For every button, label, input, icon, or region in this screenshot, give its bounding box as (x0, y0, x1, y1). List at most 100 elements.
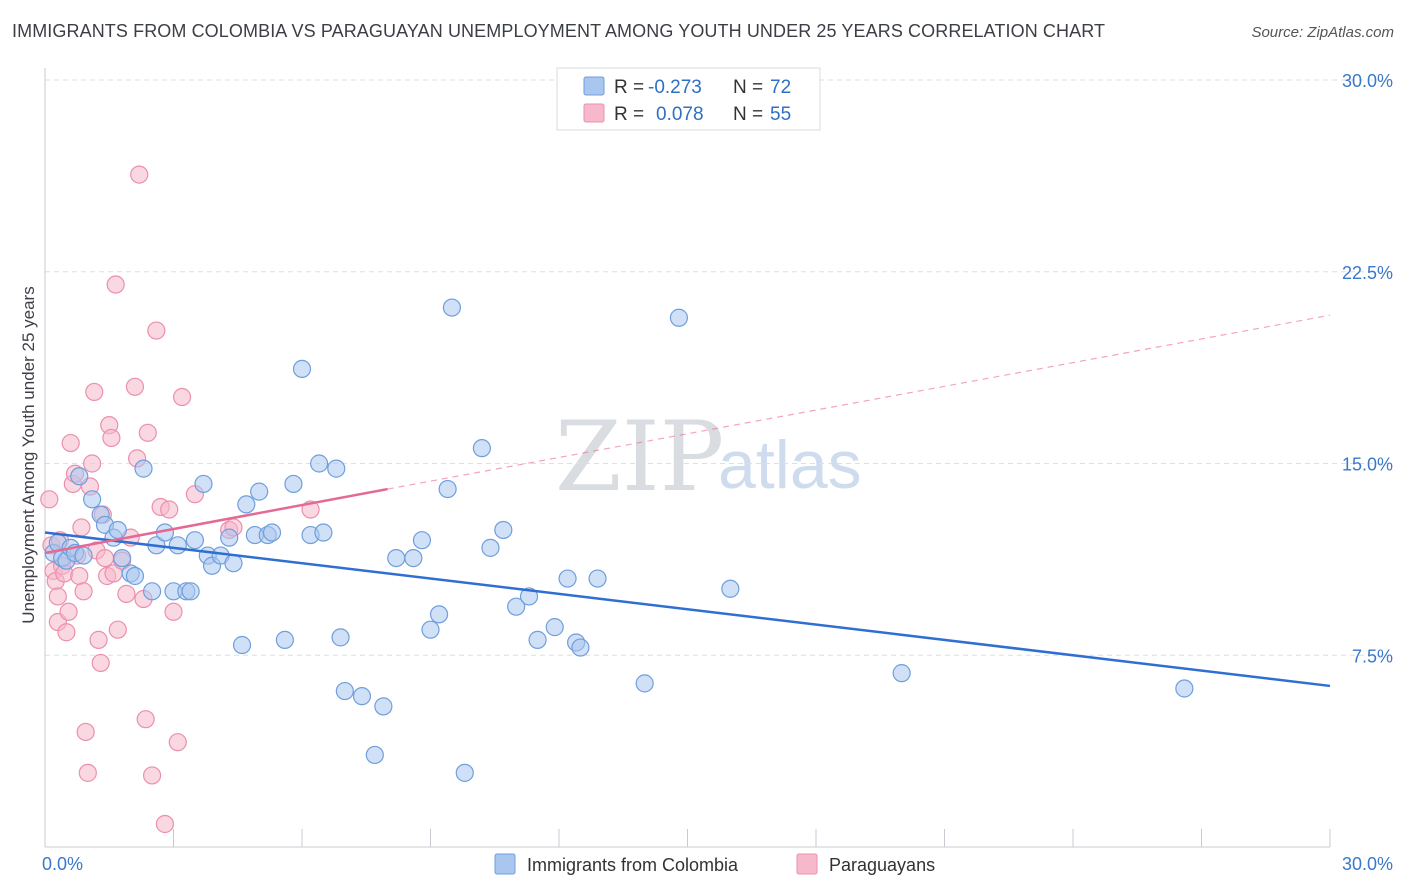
colombia-point (331, 628, 350, 647)
colombia-point (232, 635, 252, 655)
paraguayans-point (155, 814, 175, 834)
colombia-point (262, 523, 282, 542)
colombia-point (125, 566, 145, 586)
watermark-zip: ZIP (555, 401, 724, 513)
paraguayans-point (40, 490, 59, 509)
legend-n-value-1: 72 (770, 77, 791, 98)
colombia-point (335, 681, 354, 701)
colombia-point (519, 587, 539, 606)
y-tick-label: 22.5% (1342, 263, 1393, 283)
colombia-point (404, 548, 423, 568)
colombia-point (472, 439, 491, 458)
paraguayans-point (74, 582, 93, 601)
colombia-point (292, 359, 312, 379)
paraguayans-point (117, 584, 136, 603)
paraguayans-point (125, 377, 145, 396)
y-tick-label: 15.0% (1342, 455, 1393, 475)
paraguayans-point (85, 382, 104, 402)
paraguayans-point (59, 602, 78, 621)
colombia-point (134, 459, 153, 478)
paraguayans-point (78, 763, 97, 782)
paraguayans-point (108, 620, 127, 639)
colombia-point (310, 454, 329, 473)
paraguayans-point (70, 566, 89, 586)
correlation-legend: R = -0.273 N = 72 R = 0.078 N = 55 (556, 67, 821, 131)
colombia-point (168, 536, 187, 555)
colombia-point (721, 579, 740, 598)
colombia-point (494, 520, 513, 540)
paraguayans-point (147, 321, 166, 340)
chart-title: IMMIGRANTS FROM COLOMBIA VS PARAGUAYAN U… (12, 21, 1106, 41)
colombia-point (421, 620, 440, 639)
colombia-point (70, 467, 89, 486)
colombia-point (327, 459, 346, 478)
colombia-point (224, 554, 243, 573)
y-tick-labels: 7.5% 15.0% 22.5% 30.0% (1342, 71, 1393, 666)
colombia-point (352, 687, 372, 706)
paraguayans-point (130, 165, 149, 184)
colombia-point (455, 763, 474, 782)
paraguayans-point (91, 653, 110, 673)
colombia-point (365, 745, 384, 765)
grid-lines (45, 79, 1393, 656)
colombia-point (669, 308, 689, 327)
paraguayans-point (83, 454, 102, 473)
paraguayans-trend-line (44, 487, 388, 555)
paraguayans-point (172, 387, 192, 407)
colombia-point (284, 474, 303, 494)
legend-label-paraguayans: Paraguayans (829, 855, 935, 875)
paraguayans-trend-extension (387, 314, 1331, 490)
colombia-point (275, 630, 294, 650)
colombia-point (220, 528, 239, 547)
colombia-point (314, 523, 333, 542)
legend-swatch-pink (583, 103, 605, 123)
paraguayans-point (61, 433, 80, 453)
colombia-point (83, 490, 102, 509)
paraguayans-point (106, 275, 125, 294)
paraguayans-point (168, 733, 187, 752)
paraguayans-point (89, 630, 108, 650)
colombia-point (374, 697, 393, 716)
colombia-point (545, 618, 564, 637)
colombia-points (44, 298, 1194, 782)
colombia-point (74, 546, 93, 565)
legend-swatch-paraguayans (796, 853, 818, 875)
y-tick-label: 7.5% (1352, 646, 1393, 666)
legend-r-value-1: -0.273 (648, 77, 702, 98)
colombia-point (412, 531, 432, 550)
colombia-point (194, 474, 213, 494)
colombia-point (635, 674, 654, 693)
trend-lines (44, 314, 1331, 688)
colombia-point (387, 548, 406, 568)
colombia-point (892, 664, 911, 683)
paraguayans-point (48, 587, 67, 606)
paraguayans-point (136, 710, 155, 729)
colombia-point (438, 479, 457, 499)
paraguayans-point (57, 623, 76, 642)
series-legend: Immigrants from Colombia Paraguayans (494, 853, 935, 875)
legend-r-label-1: R = (614, 77, 644, 98)
legend-n-label-1: N = (733, 77, 763, 98)
colombia-point (142, 582, 162, 601)
paraguayans-point (95, 548, 115, 568)
y-tick-label: 30.0% (1342, 71, 1393, 91)
paraguayans-points (40, 165, 320, 834)
colombia-point (558, 569, 577, 588)
colombia-point (108, 520, 127, 540)
colombia-point (181, 582, 200, 601)
legend-swatch-blue (583, 76, 605, 96)
axes (44, 68, 1331, 848)
colombia-point (588, 569, 607, 588)
paraguayans-point (102, 428, 121, 448)
x-tick-label-max: 30.0% (1342, 854, 1393, 874)
legend-r-value-2: 0.078 (656, 104, 704, 125)
watermark-atlas: atlas (718, 427, 862, 503)
colombia-point (112, 548, 132, 568)
legend-label-colombia: Immigrants from Colombia (527, 855, 739, 875)
legend-n-label-2: N = (733, 104, 763, 125)
legend-swatch-colombia (494, 853, 516, 875)
colombia-point (1175, 679, 1194, 698)
x-tick-label-min: 0.0% (42, 854, 83, 874)
colombia-point (237, 495, 256, 514)
